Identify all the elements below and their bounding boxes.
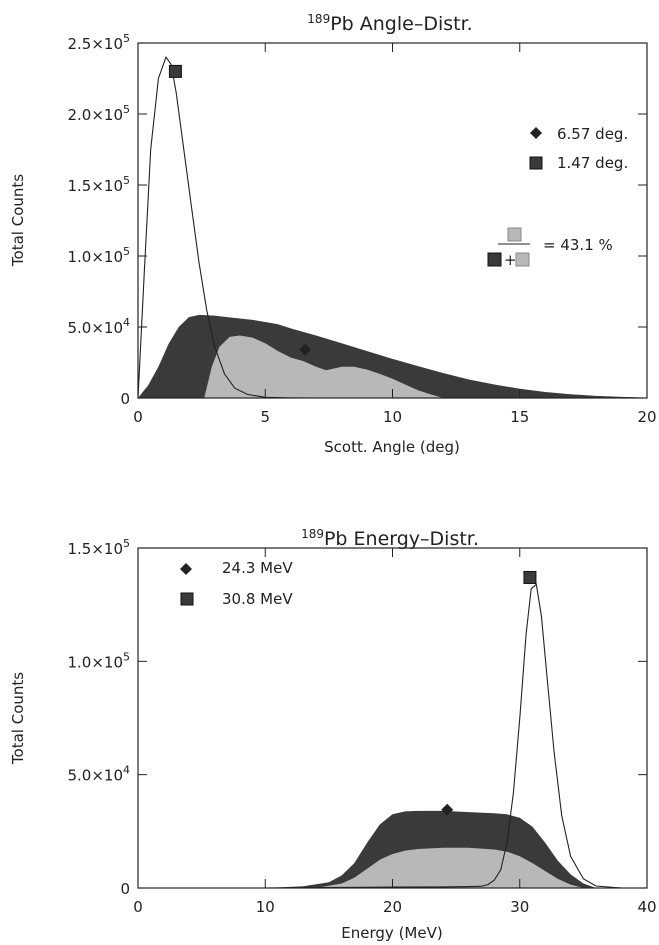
legend-label-diamond: 24.3 MeV	[222, 559, 293, 577]
ratio-value: = 43.1 %	[543, 236, 613, 254]
y-tick-label: 2.0×105	[67, 103, 130, 124]
x-axis: 0 5 10 15 20	[133, 43, 657, 426]
data-marker-square	[523, 570, 537, 584]
legend-label-diamond: 6.57 deg.	[557, 125, 628, 143]
x-tick-label: 20	[637, 408, 656, 426]
x-axis-label: Scott. Angle (deg)	[324, 438, 460, 456]
ratio-light-square	[515, 252, 530, 267]
y-tick-label: 1.0×105	[67, 245, 130, 266]
legend: 6.57 deg. 1.47 deg.	[529, 125, 628, 172]
legend-label-square: 1.47 deg.	[557, 154, 628, 172]
x-tick-label: 10	[383, 408, 402, 426]
y-tick-label: 1.0×105	[67, 650, 130, 671]
x-tick-label: 10	[256, 898, 275, 916]
ratio-dark-square	[487, 252, 502, 267]
energy-distribution-panel: 189Pb Energy–Distr. 0 5.0×104 1.0×105 1.5×1…	[9, 527, 657, 942]
legend-square-marker	[529, 156, 543, 170]
y-tick-label: 0	[120, 390, 130, 408]
ratio-numerator-light-square	[507, 227, 522, 242]
y-tick-label: 0	[120, 880, 130, 898]
x-tick-label: 5	[260, 408, 270, 426]
x-tick-label: 30	[510, 898, 529, 916]
x-tick-label: 0	[133, 408, 143, 426]
y-tick-label: 2.5×105	[67, 32, 130, 53]
legend: 24.3 MeV 30.8 MeV	[180, 559, 293, 608]
legend-square-marker	[180, 592, 194, 606]
legend-label-square: 30.8 MeV	[222, 590, 293, 608]
x-axis-label: Energy (MeV)	[341, 924, 442, 942]
chart-title: 189Pb Angle–Distr.	[307, 12, 472, 35]
y-axis: 0 5.0×104 1.0×105 1.5×105 2.0×105 2.5×105	[67, 32, 647, 408]
data-marker-diamond	[299, 343, 312, 356]
data-marker-diamond	[441, 803, 454, 816]
series-line	[265, 583, 622, 889]
y-tick-label: 1.5×105	[67, 174, 130, 195]
plus-sign: +	[504, 251, 517, 269]
legend-diamond-marker	[530, 127, 542, 139]
x-tick-label: 0	[133, 898, 143, 916]
x-axis: 0 10 20 30 40	[133, 548, 657, 916]
angle-distribution-panel: 189Pb Angle–Distr. 0 5.0×104 1.0×105 1.5×10…	[9, 12, 657, 456]
ratio-annotation: + = 43.1 %	[487, 227, 613, 269]
x-tick-label: 40	[637, 898, 656, 916]
y-axis-label: Total Counts	[9, 174, 27, 267]
legend-diamond-marker	[180, 563, 192, 575]
series-line	[137, 56, 317, 399]
y-tick-label: 5.0×104	[67, 764, 130, 785]
y-axis-label: Total Counts	[9, 672, 27, 765]
plot-area	[265, 570, 622, 889]
plot-area	[137, 56, 647, 399]
series-area-light	[204, 335, 444, 398]
y-tick-label: 5.0×104	[67, 316, 130, 337]
data-marker-square	[168, 64, 182, 78]
chart-title: 189Pb Energy–Distr.	[301, 527, 479, 550]
y-tick-label: 1.5×105	[67, 537, 130, 558]
x-tick-label: 20	[383, 898, 402, 916]
x-tick-label: 15	[510, 408, 529, 426]
y-axis: 0 5.0×104 1.0×105 1.5×105	[67, 537, 647, 898]
series-area-light	[316, 847, 584, 888]
